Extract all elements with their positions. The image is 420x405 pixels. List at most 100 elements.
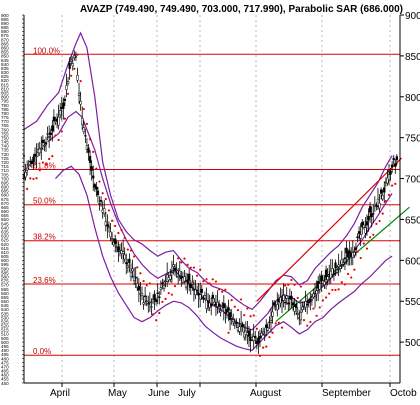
y-left-tick-label: 480 [1, 356, 9, 361]
price-bar-body [222, 303, 225, 309]
sar-dot [221, 290, 224, 293]
price-bar-body [276, 304, 279, 310]
y-left-tick-label: 710 [1, 168, 9, 173]
sar-dot [365, 247, 369, 250]
sar-dot [277, 321, 280, 324]
sar-dot [331, 288, 334, 292]
price-bar-body [46, 133, 49, 135]
y-left-tick-label: 720 [1, 160, 9, 165]
y-left-tick-label: 460 [1, 373, 9, 378]
price-bar-body [197, 293, 200, 296]
price-bar-body [313, 295, 317, 297]
sar-dot [337, 288, 340, 291]
price-bar-body [158, 296, 161, 299]
sar-dot [362, 242, 365, 245]
y-left-tick-label: 705 [1, 172, 9, 177]
price-bar-body [184, 281, 188, 288]
x-tick-label: May [108, 388, 127, 399]
y-left-tick-label: 510 [1, 332, 9, 337]
sar-dot [265, 345, 268, 348]
sar-dot [236, 309, 240, 312]
y-left-tick-label: 470 [1, 364, 9, 369]
y-left-tick-label: 490 [1, 348, 9, 353]
price-bar-body [318, 283, 321, 290]
y-left-tick-label: 570 [1, 283, 9, 288]
y-left-tick-label: 895 [1, 17, 9, 22]
sar-dot [44, 163, 48, 166]
sar-dot [302, 319, 306, 322]
price-bar-body [203, 295, 207, 299]
y-left-tick-label: 450 [1, 381, 9, 386]
sar-dot [164, 297, 167, 300]
y-left-tick-label: 715 [1, 164, 9, 169]
sar-dot [29, 177, 32, 180]
sar-dot [328, 292, 331, 295]
sar-dot [240, 298, 243, 301]
y-left-tick-label: 875 [1, 33, 9, 38]
price-bar-body [252, 336, 255, 341]
price-bar-body [266, 327, 269, 331]
price-bar-body [71, 63, 74, 67]
y-left-tick-label: 780 [1, 111, 9, 116]
price-bar-body [271, 311, 274, 317]
price-bar-body [263, 334, 266, 336]
y-right-tick-label: 750 [405, 134, 420, 145]
y-left-tick-label: 625 [1, 238, 9, 243]
price-bar-body [335, 269, 339, 273]
price-bar-body [145, 300, 148, 302]
price-bar-body [175, 269, 178, 272]
price-bar-body [315, 290, 318, 295]
price-bar-body [194, 289, 197, 296]
y-left-tick-label: 645 [1, 221, 9, 226]
sar-dot [35, 177, 38, 180]
y-left-tick-label: 740 [1, 144, 9, 149]
price-bar-body [81, 117, 84, 125]
price-bar-body [386, 177, 389, 184]
y-left-tick-label: 865 [1, 41, 9, 46]
price-bar-body [27, 164, 30, 166]
sar-dot [387, 193, 391, 196]
y-left-tick-label: 870 [1, 37, 9, 42]
price-bar-body [66, 80, 70, 84]
price-bar-body [326, 276, 329, 280]
sar-dot [142, 279, 145, 283]
sar-dot [123, 236, 126, 239]
price-bar-body [362, 224, 365, 228]
fib-level-label: 50.0% [33, 197, 56, 206]
price-bar-body [114, 238, 117, 244]
price-bar-body [117, 246, 120, 252]
sar-dot [243, 314, 246, 317]
y-left-tick-label: 590 [1, 266, 9, 271]
price-bar-body [77, 92, 81, 96]
sar-dot [85, 122, 89, 125]
price-bar-body [375, 205, 378, 207]
price-bar-body [200, 288, 203, 293]
sar-dot [199, 268, 202, 271]
x-tick-label: August [250, 388, 281, 399]
price-bar-body [296, 313, 299, 315]
sar-dot [391, 184, 394, 187]
sar-dot [38, 169, 41, 172]
sar-dot [101, 192, 104, 195]
y-left-tick-label: 735 [1, 148, 9, 153]
price-bar-body [189, 283, 192, 288]
sar-dot [384, 199, 387, 203]
price-bar-body [343, 257, 347, 260]
price-bar-body [367, 215, 370, 221]
sar-dot [340, 281, 343, 284]
y-left-tick-label: 485 [1, 352, 9, 357]
sar-dot [114, 224, 117, 228]
price-bar-body [123, 254, 126, 260]
sar-dot [57, 138, 60, 142]
price-bar-body [48, 136, 51, 138]
price-bar-body [25, 167, 29, 171]
price-bar-body [238, 326, 241, 332]
sar-dot [375, 222, 378, 225]
y-left-tick-label: 820 [1, 78, 9, 83]
price-bar-body [62, 102, 65, 109]
price-bar-body [35, 155, 38, 158]
price-bar-body [142, 302, 145, 305]
sar-dot [129, 249, 133, 252]
y-left-tick-label: 800 [1, 95, 9, 100]
sar-dot [353, 268, 356, 271]
